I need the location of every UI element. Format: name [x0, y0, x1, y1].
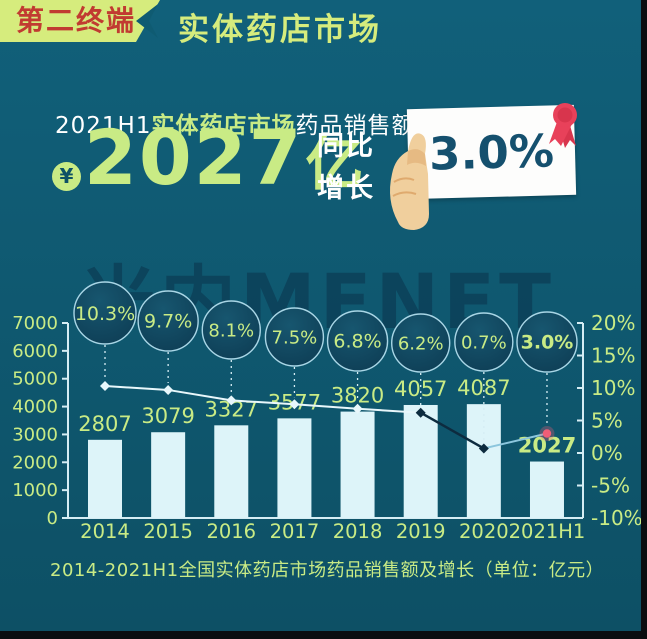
right-axis-label: 15%: [591, 344, 635, 368]
right-axis-label: -10%: [591, 506, 641, 530]
line-marker: [352, 403, 363, 414]
line-marker: [100, 381, 110, 392]
sales-amount-number: 2027: [84, 113, 304, 202]
line-marker: [478, 443, 489, 454]
section-badge: 第二终端: [0, 0, 160, 42]
growth-bubble-2019: [391, 313, 451, 373]
left-axis-label: 4000: [12, 397, 58, 418]
growth-bubble-label: 0.7%: [461, 332, 507, 353]
section-title: 实体药店市场: [178, 12, 382, 48]
hand-icon: [390, 133, 429, 230]
left-axis-label: 0: [47, 508, 58, 529]
growth-bubble-label: 6.2%: [398, 333, 444, 354]
bar-2016: [214, 425, 249, 518]
growth-bubble-2020: [454, 312, 514, 372]
right-axis-label: 20%: [591, 311, 635, 335]
growth-bubble-label: 3.0%: [521, 332, 574, 354]
left-axis-label: 1000: [12, 480, 58, 501]
right-axis-label: 0%: [591, 441, 623, 465]
x-axis-category-label: 2020: [459, 520, 509, 543]
left-axis-label: 7000: [12, 313, 58, 334]
growth-bubble-label: 6.8%: [333, 331, 381, 353]
section-badge-label: 第二终端: [16, 4, 137, 37]
growth-bubble-label: 8.1%: [208, 320, 254, 341]
sales-growth-chart: 0 1000 2000 3000 4000 5000 6000 7000 -10% -5% 0% 5%…: [12, 281, 641, 543]
bar-value-label: 3079: [141, 404, 194, 428]
yoy-label-line1: 同比: [317, 131, 375, 162]
bar-2020: [466, 404, 501, 518]
left-axis-label: 5000: [12, 369, 58, 390]
growth-bubble-2018: [326, 310, 389, 372]
right-axis-label: -5%: [591, 474, 630, 498]
sales-amount-unit: 亿: [305, 130, 364, 198]
line-marker: [163, 384, 174, 395]
x-axis-category-label: 2014: [80, 520, 130, 543]
growth-bubble-label: 9.7%: [144, 311, 192, 333]
bar-2015: [151, 432, 186, 518]
growth-bubble-2014: [73, 281, 137, 345]
yen-symbol: ¥: [59, 164, 74, 188]
growth-bubble-2021H1: [516, 311, 578, 373]
headline-prefix: 2021H1: [55, 113, 152, 139]
x-axis-category-label: 2015: [143, 520, 193, 543]
line-marker: [415, 407, 426, 418]
right-axis-label: 5%: [591, 409, 623, 433]
yoy-value: 3.0%: [428, 123, 555, 181]
growth-bubble-label: 7.5%: [272, 327, 318, 348]
content-area: 第二终端 实体药店市场 2021H1实体药店市场药品销售额达 ¥ 2027 亿 …: [0, 0, 641, 631]
line-marker: [289, 399, 300, 410]
headline-highlight: 实体药店市场: [151, 113, 296, 139]
yoy-label-line2: 增长: [317, 172, 375, 204]
bar-value-label: 2807: [78, 412, 131, 436]
growth-bubble-label: 10.3%: [75, 303, 135, 325]
growth-bubble-2017: [264, 307, 325, 367]
growth-line-early: [104, 385, 421, 414]
x-axis-category-label: 2019: [396, 520, 446, 543]
growth-bubble-2015: [137, 290, 199, 352]
yoy-label: 同比 增长: [317, 126, 375, 210]
ribbon-medal-icon: [549, 103, 577, 148]
growth-line-drop: [420, 411, 485, 450]
yen-coin-icon: ¥: [52, 162, 81, 191]
x-axis-category-label: 2021H1: [509, 520, 586, 543]
bar-2018: [340, 411, 375, 518]
x-axis-category-label: 2016: [206, 520, 256, 543]
left-axis-label: 2000: [12, 452, 58, 473]
growth-line-rebound: [483, 432, 548, 450]
growth-bubble-2016: [201, 300, 261, 360]
bar-2019: [403, 404, 438, 518]
sales-amount: 2027 亿: [84, 116, 364, 201]
badge-notch-chevron-icon: [136, 4, 158, 38]
left-axis-label: 3000: [12, 424, 58, 445]
bar-2021H1: [529, 461, 564, 518]
line-marker: [226, 395, 237, 406]
x-axis-category-label: 2018: [333, 520, 383, 543]
x-axis-category-label: 2017: [270, 520, 320, 543]
line-marker-current: [542, 429, 552, 438]
bar-2017: [277, 418, 312, 518]
chart-caption: 2014-2021H1全国实体药店市场药品销售额及增长（单位：亿元）: [50, 560, 605, 581]
bar-value-label: 3820: [331, 384, 384, 408]
bar-2014: [88, 439, 122, 518]
left-axis-label: 6000: [12, 341, 58, 362]
right-axis-label: 10%: [591, 376, 635, 400]
